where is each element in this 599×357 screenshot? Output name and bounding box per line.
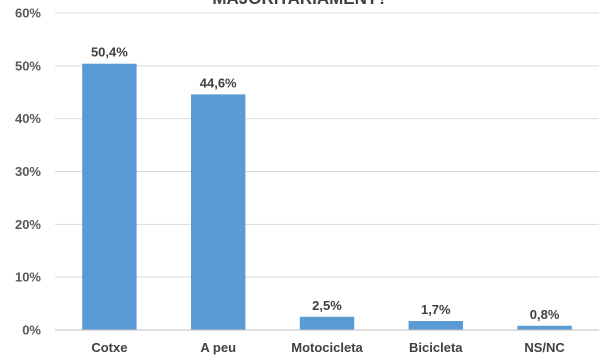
data-label: 44,6%	[200, 75, 237, 90]
bar	[191, 94, 246, 330]
y-tick-label: 10%	[15, 270, 41, 285]
y-tick-label: 60%	[15, 6, 41, 21]
y-axis-tick-labels: 0% 10% 20% 30% 40% 50% 60%	[15, 6, 41, 338]
x-tick-label: NS/NC	[524, 340, 565, 355]
x-axis-tick-labels: Cotxe A peu Motocicleta Bicicleta NS/NC	[91, 340, 565, 355]
chart-title: MAJORITARIAMENT?	[212, 0, 387, 8]
data-label: 50,4%	[91, 45, 128, 60]
x-tick-label: Motocicleta	[291, 340, 363, 355]
data-label: 2,5%	[312, 298, 342, 313]
bars	[82, 63, 572, 330]
bar	[408, 321, 463, 330]
gridlines	[55, 12, 599, 278]
y-tick-label: 30%	[15, 164, 41, 179]
y-tick-label: 50%	[15, 58, 41, 73]
bar	[82, 63, 137, 330]
y-tick-label: 20%	[15, 217, 41, 232]
x-tick-label: Bicicleta	[409, 340, 463, 355]
data-label: 0,8%	[530, 307, 560, 322]
y-tick-label: 40%	[15, 111, 41, 126]
bar	[517, 325, 572, 330]
bar	[299, 316, 355, 330]
x-tick-label: A peu	[200, 340, 236, 355]
y-tick-label: 0%	[22, 323, 41, 338]
x-tick-label: Cotxe	[91, 340, 127, 355]
data-label: 1,7%	[421, 302, 451, 317]
data-labels: 50,4% 44,6% 2,5% 1,7% 0,8%	[91, 45, 560, 322]
